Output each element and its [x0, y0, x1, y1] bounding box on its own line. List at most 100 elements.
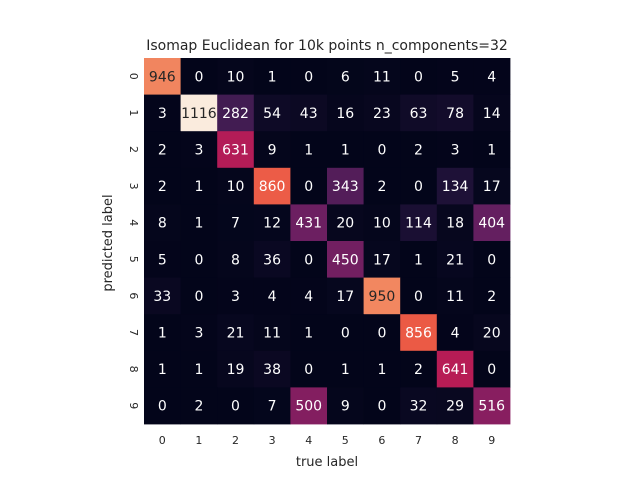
cell-2-8 [436, 131, 474, 169]
cell-7-6 [363, 314, 401, 352]
cell-3-5 [327, 167, 364, 205]
cell-label-4-8: 18 [446, 216, 464, 232]
cell-label-3-6: 2 [377, 179, 386, 195]
cell-0-2 [217, 58, 255, 95]
cell-label-9-7: 32 [410, 399, 428, 415]
cell-6-9 [473, 277, 511, 315]
cell-5-7 [400, 241, 438, 278]
cell-1-3 [253, 94, 291, 132]
cell-label-0-3: 1 [268, 69, 277, 85]
cell-label-5-0: 5 [158, 252, 167, 268]
cell-label-9-2: 0 [231, 399, 240, 415]
cell-label-1-3: 54 [263, 106, 281, 122]
cell-9-8 [436, 387, 474, 425]
cell-7-9 [473, 314, 511, 352]
cell-5-0 [144, 241, 181, 278]
cell-3-0 [144, 167, 181, 205]
cell-4-0 [144, 204, 181, 242]
cell-label-9-6: 0 [377, 399, 386, 415]
cell-7-4 [290, 314, 328, 352]
cell-label-8-4: 0 [304, 362, 313, 378]
cell-label-7-6: 0 [377, 326, 386, 342]
y-tick-2: 2 [127, 146, 140, 153]
cell-3-4 [290, 167, 328, 205]
cell-label-0-1: 0 [194, 69, 203, 85]
y-axis-ticks: 0 1 2 3 4 5 6 7 8 9 [127, 73, 140, 409]
cell-label-6-4: 4 [304, 289, 313, 305]
cell-3-8 [436, 167, 474, 205]
cell-label-2-2: 631 [222, 143, 249, 159]
cell-0-9 [473, 58, 511, 95]
y-tick-0: 0 [127, 73, 140, 80]
cell-label-4-2: 7 [231, 216, 240, 232]
cell-0-3 [253, 58, 291, 95]
cell-label-5-2: 8 [231, 252, 240, 268]
cell-5-5 [327, 241, 364, 278]
cell-label-3-1: 1 [194, 179, 203, 195]
cell-label-1-1: 1116 [181, 106, 217, 122]
cell-label-1-4: 43 [300, 106, 318, 122]
cell-label-9-9: 516 [478, 399, 505, 415]
cell-label-8-1: 1 [194, 362, 203, 378]
cell-8-1 [180, 350, 218, 388]
cell-7-3 [253, 314, 291, 352]
cell-8-0 [144, 350, 181, 388]
cell-6-8 [436, 277, 474, 315]
cell-1-5 [327, 94, 364, 132]
cell-label-0-9: 4 [487, 69, 496, 85]
cell-label-1-6: 23 [373, 106, 391, 122]
y-tick-3: 3 [127, 183, 140, 190]
cell-3-9 [473, 167, 511, 205]
cell-label-2-0: 2 [158, 143, 167, 159]
cell-4-6 [363, 204, 401, 242]
cell-label-0-2: 10 [227, 69, 245, 85]
cell-label-9-3: 7 [268, 399, 277, 415]
cell-label-3-3: 860 [259, 179, 286, 195]
cell-1-0 [144, 94, 181, 132]
cell-label-2-3: 9 [268, 143, 277, 159]
cell-6-0 [144, 277, 181, 315]
cell-label-2-4: 1 [304, 143, 313, 159]
y-tick-9: 9 [127, 402, 140, 409]
cell-1-6 [363, 94, 401, 132]
cell-4-1 [180, 204, 218, 242]
x-tick-4: 4 [305, 434, 312, 447]
cell-label-5-4: 0 [304, 252, 313, 268]
cell-label-6-0: 33 [153, 289, 171, 305]
cell-label-1-2: 282 [222, 106, 249, 122]
cell-label-8-2: 19 [227, 362, 245, 378]
cell-label-9-1: 2 [194, 399, 203, 415]
cell-1-9 [473, 94, 511, 132]
cell-5-6 [363, 241, 401, 278]
cell-8-5 [327, 350, 364, 388]
cell-label-6-1: 0 [194, 289, 203, 305]
cell-0-1 [180, 58, 218, 95]
cell-8-7 [400, 350, 438, 388]
cell-5-9 [473, 241, 511, 278]
cell-label-8-5: 1 [341, 362, 350, 378]
y-axis-label: predicted label [101, 194, 116, 291]
cell-8-6 [363, 350, 401, 388]
cell-label-5-9: 0 [487, 252, 496, 268]
cell-3-6 [363, 167, 401, 205]
cell-label-0-8: 5 [451, 69, 460, 85]
y-tick-8: 8 [127, 366, 140, 373]
cell-label-2-5: 1 [341, 143, 350, 159]
cell-4-7 [400, 204, 438, 242]
cell-label-6-5: 17 [336, 289, 354, 305]
cell-label-7-2: 21 [227, 326, 245, 342]
cell-2-9 [473, 131, 511, 169]
cell-1-4 [290, 94, 328, 132]
cell-2-4 [290, 131, 328, 169]
cell-label-1-7: 63 [410, 106, 428, 122]
cell-label-6-7: 0 [414, 289, 423, 305]
cell-7-2 [217, 314, 255, 352]
cell-8-4 [290, 350, 328, 388]
cell-label-1-0: 3 [158, 106, 167, 122]
chart-title: Isomap Euclidean for 10k points n_compon… [146, 38, 508, 54]
x-tick-1: 1 [195, 434, 202, 447]
cell-label-2-8: 3 [451, 143, 460, 159]
x-tick-8: 8 [452, 434, 459, 447]
cell-9-5 [327, 387, 364, 425]
